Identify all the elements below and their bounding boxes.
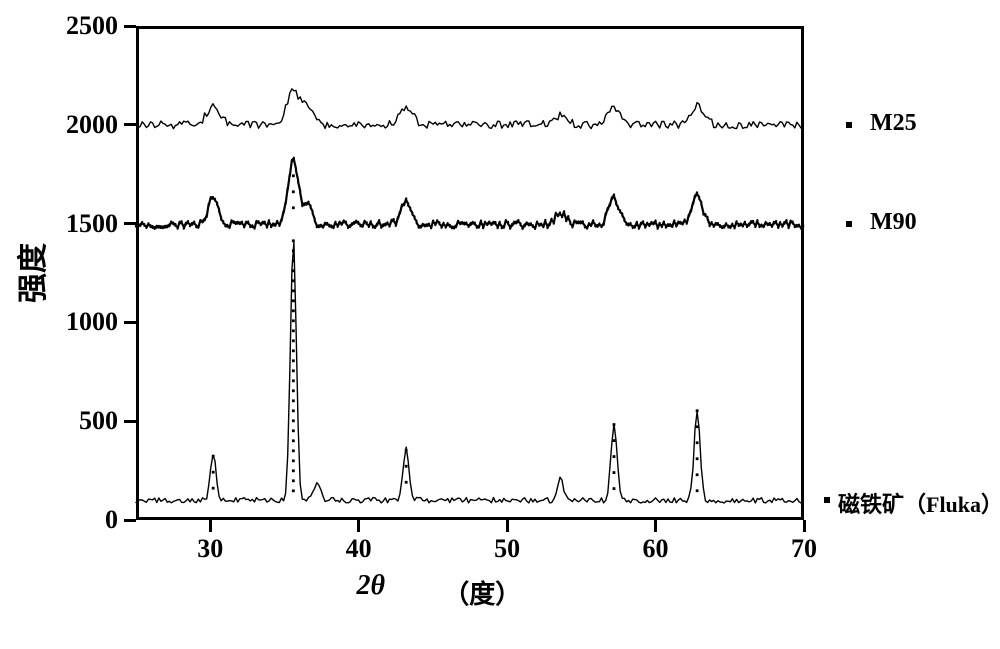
x-tick (209, 520, 212, 532)
legend-label: 磁铁矿（Fluka） (838, 487, 1000, 519)
y-tick (124, 25, 136, 28)
y-tick (124, 222, 136, 225)
x-axis-title-unit: （度） (443, 574, 521, 611)
y-tick (124, 123, 136, 126)
y-tick (124, 519, 136, 522)
y-axis-title: 强度 (8, 243, 52, 303)
series-M25 (136, 89, 803, 129)
y-tick-label: 2500 (48, 11, 118, 41)
series-Magnetite-Fluka (136, 239, 803, 503)
y-tick (124, 321, 136, 324)
y-tick (124, 420, 136, 423)
x-tick-label: 40 (346, 534, 372, 564)
legend-marker (846, 122, 852, 128)
legend-label: M90 (870, 209, 917, 236)
x-tick-label: 70 (791, 534, 817, 564)
x-tick (654, 520, 657, 532)
x-axis-title-symbol: 2θ (356, 570, 385, 602)
series-M90 (136, 158, 803, 229)
x-tick (506, 520, 509, 532)
y-tick-label: 1000 (48, 307, 118, 337)
y-tick-label: 500 (48, 406, 118, 436)
legend-marker (846, 221, 852, 227)
x-tick-label: 60 (643, 534, 669, 564)
legend-marker (824, 497, 830, 503)
x-tick-label: 50 (494, 534, 520, 564)
y-tick-label: 1500 (48, 209, 118, 239)
x-tick-label: 30 (197, 534, 223, 564)
legend-label: M25 (870, 110, 917, 137)
y-tick-label: 2000 (48, 110, 118, 140)
x-tick (357, 520, 360, 532)
x-tick (803, 520, 806, 532)
y-tick-label: 0 (48, 505, 118, 535)
